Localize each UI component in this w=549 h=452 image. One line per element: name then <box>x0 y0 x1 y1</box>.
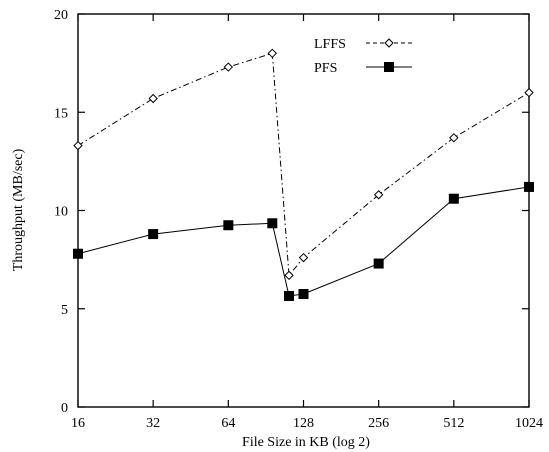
y-tick-label: 10 <box>54 205 68 220</box>
legend-marker-lffs <box>384 38 394 48</box>
data-point-lffs <box>148 93 158 104</box>
data-point-lffs <box>223 62 234 72</box>
x-tick-label: 1024 <box>515 416 543 431</box>
data-point-lffs <box>373 190 384 200</box>
data-point-lffs <box>73 140 83 151</box>
x-tick-label: 64 <box>221 416 235 431</box>
y-tick-label: 15 <box>54 106 68 121</box>
data-point-lffs <box>298 252 309 263</box>
y-tick-label: 5 <box>61 303 68 318</box>
data-point-pfs <box>267 218 278 229</box>
data-point-pfs <box>73 248 83 259</box>
series-pfs <box>73 181 534 301</box>
y-axis-title: Throughput (MB/sec) <box>11 148 26 271</box>
x-axis-title: File Size in KB (log 2) <box>242 435 370 450</box>
data-point-pfs <box>524 181 534 192</box>
legend-marker-pfs <box>384 62 394 72</box>
axis-ticks <box>77 13 530 408</box>
plot-frame <box>77 13 530 408</box>
data-point-pfs <box>284 290 295 301</box>
series-line-pfs <box>77 186 530 297</box>
series-lffs <box>73 48 534 281</box>
y-tick-label: 0 <box>61 401 68 416</box>
data-point-lffs <box>284 270 294 281</box>
axis-tick-labels: 16 32 64 128 256 512 1024 0 5 10 15 20 <box>54 8 543 431</box>
series-line-lffs <box>77 52 530 277</box>
data-point-pfs <box>223 220 234 231</box>
x-tick-label: 512 <box>443 416 464 431</box>
legend: LFFS PFS <box>314 37 412 76</box>
data-point-pfs <box>148 229 159 240</box>
data-point-lffs <box>449 133 459 143</box>
data-point-pfs <box>448 193 459 204</box>
data-point-pfs <box>373 258 384 269</box>
x-tick-label: 16 <box>71 416 85 431</box>
x-tick-label: 256 <box>368 416 389 431</box>
legend-entry-lffs: LFFS <box>314 37 412 52</box>
x-tick-label: 128 <box>293 416 314 431</box>
legend-label-pfs: PFS <box>314 61 337 76</box>
data-series <box>73 48 534 301</box>
y-tick-label: 20 <box>54 8 68 23</box>
legend-label-lffs: LFFS <box>314 37 346 52</box>
x-tick-label: 32 <box>146 416 160 431</box>
legend-entry-pfs: PFS <box>314 61 412 76</box>
data-point-lffs <box>267 48 278 59</box>
data-point-pfs <box>298 289 309 300</box>
data-point-lffs <box>524 87 534 98</box>
plot-area-border <box>77 13 530 408</box>
